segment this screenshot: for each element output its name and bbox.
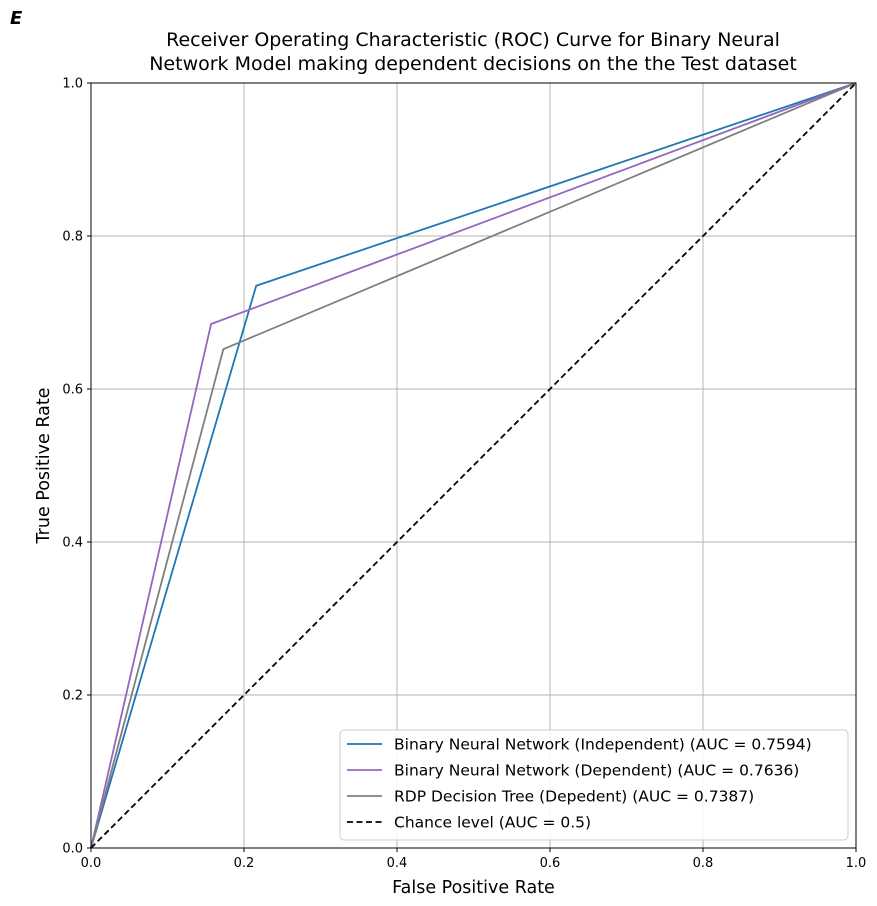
- y-tick-label: 0.8: [62, 230, 83, 245]
- legend-entry-1: Binary Neural Network (Dependent) (AUC =…: [394, 762, 799, 780]
- y-tick-label: 0.6: [62, 383, 83, 398]
- y-tick-label: 0.0: [62, 842, 83, 857]
- series-line-0: [90, 82, 857, 849]
- legend-box: [339, 729, 849, 841]
- chart-title-line: Receiver Operating Characteristic (ROC) …: [166, 29, 780, 51]
- x-tick-label: 0.2: [234, 856, 255, 871]
- plot-frame: [90, 82, 857, 849]
- x-tick-label: 0.6: [540, 856, 561, 871]
- y-tick-label: 0.2: [62, 689, 83, 704]
- legend-entry-0: Binary Neural Network (Independent) (AUC…: [394, 736, 812, 754]
- x-tick-label: 0.0: [81, 856, 102, 871]
- panel-letter: E: [10, 8, 23, 29]
- x-axis-label: False Positive Rate: [392, 878, 555, 898]
- y-axis-label: True Positive Rate: [34, 388, 54, 545]
- legend: Binary Neural Network (Independent) (AUC…: [339, 729, 849, 841]
- x-tick-label: 1.0: [846, 856, 867, 871]
- x-tick-label: 0.8: [693, 856, 714, 871]
- x-tick-label: 0.4: [387, 856, 408, 871]
- legend-entry-2: RDP Decision Tree (Depedent) (AUC = 0.73…: [394, 788, 754, 806]
- series-line-2: [90, 82, 857, 849]
- y-tick-label: 1.0: [62, 77, 83, 92]
- chart-title-line: Network Model making dependent decisions…: [149, 53, 797, 75]
- y-tick-label: 0.4: [62, 536, 83, 551]
- series-line-1: [90, 82, 857, 849]
- legend-entry-3: Chance level (AUC = 0.5): [394, 814, 591, 832]
